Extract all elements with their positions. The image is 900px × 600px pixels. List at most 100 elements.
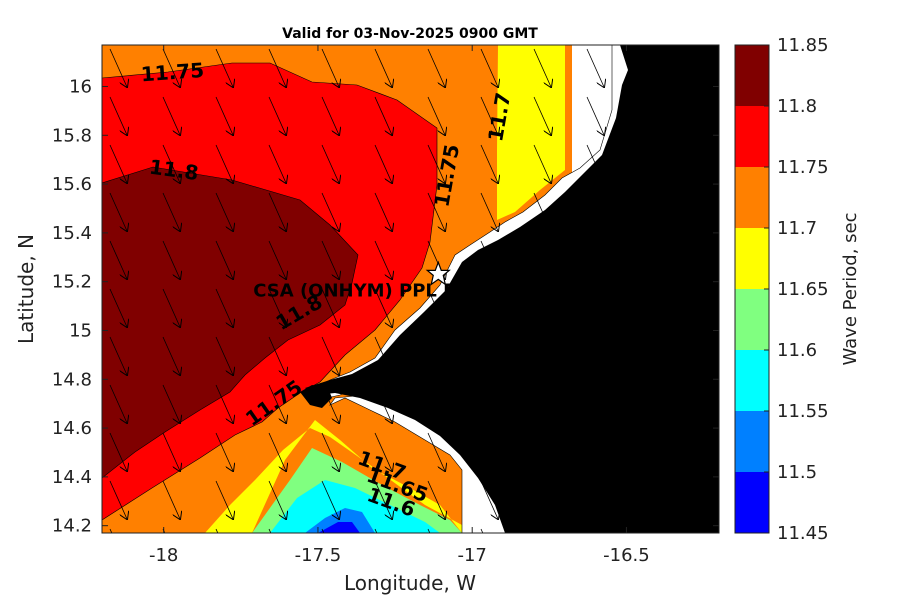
- direction-arrow: [374, 288, 392, 327]
- direction-arrow: [215, 480, 233, 519]
- direction-arrow: [321, 480, 339, 519]
- direction-arrow: [480, 480, 498, 519]
- direction-arrow: [586, 96, 604, 135]
- colorbar-segment: [735, 228, 769, 289]
- y-tick-label: 15.6: [52, 174, 92, 195]
- station-star-icon: [425, 260, 451, 286]
- direction-arrow: [268, 336, 286, 375]
- direction-arrow: [109, 288, 127, 327]
- direction-arrow: [268, 480, 286, 519]
- direction-arrow: [480, 240, 498, 279]
- y-tick-label: 14.6: [52, 418, 92, 439]
- colorbar-tick-label: 11.55: [777, 401, 829, 422]
- direction-arrow: [480, 144, 498, 183]
- direction-arrow: [321, 48, 339, 87]
- y-tick-label: 14.8: [52, 369, 92, 390]
- direction-arrow: [109, 144, 127, 183]
- x-tick-label: -18: [149, 545, 178, 566]
- direction-arrow: [109, 528, 113, 533]
- direction-arrow: [321, 192, 339, 231]
- region-11-65-11-70-south: [205, 420, 462, 533]
- direction-arrow: [586, 480, 604, 519]
- direction-arrow: [586, 192, 604, 231]
- direction-arrow: [374, 192, 392, 231]
- land-mass: [305, 45, 719, 533]
- direction-arrow: [533, 96, 551, 135]
- direction-arrow: [321, 384, 339, 423]
- direction-arrow: [215, 192, 233, 231]
- direction-arrow: [586, 336, 604, 375]
- direction-arrow: [427, 384, 445, 423]
- direction-arrow: [321, 288, 339, 327]
- direction-arrow: [162, 288, 180, 327]
- direction-arrow: [162, 384, 180, 423]
- direction-arrow: [109, 48, 127, 87]
- direction-arrow: [215, 384, 233, 423]
- direction-arrow: [427, 528, 431, 533]
- x-axis-label: Longitude, W: [344, 571, 476, 595]
- colorbar: 11.45 11.5 11.55 11.6 11.65 11.7 11.75 11.8 11.8…: [734, 35, 829, 544]
- direction-arrow: [586, 48, 604, 87]
- y-tick-label: 14.2: [52, 516, 92, 537]
- cap-vert-peninsula: [300, 385, 332, 408]
- colorbar-segment: [735, 289, 769, 350]
- direction-arrow: [374, 48, 392, 87]
- direction-arrow: [162, 432, 180, 471]
- direction-arrow: [533, 528, 537, 533]
- colorbar-tick-label: 11.6: [777, 340, 817, 361]
- y-tick-label: 14.4: [52, 467, 92, 488]
- direction-arrow: [586, 528, 590, 533]
- direction-arrow: [321, 432, 339, 471]
- colorbar-segment: [735, 350, 769, 411]
- direction-arrow: [162, 192, 180, 231]
- x-tick-label: -16.5: [603, 545, 650, 566]
- direction-arrow: [374, 144, 392, 183]
- region-11-45-11-50: [318, 522, 360, 533]
- direction-arrow: [215, 528, 219, 533]
- colorbar-segment: [735, 106, 769, 167]
- wave-direction-arrows: [109, 48, 604, 533]
- y-tick-label: 15.8: [52, 125, 92, 146]
- direction-arrow: [533, 480, 551, 519]
- x-tick-label: -17: [457, 545, 486, 566]
- direction-arrow: [109, 384, 127, 423]
- direction-arrow: [268, 240, 286, 279]
- colorbar-segment: [735, 411, 769, 472]
- y-tick-label: 15.4: [52, 223, 92, 244]
- direction-arrow: [268, 192, 286, 231]
- direction-arrow: [480, 432, 498, 471]
- direction-arrow: [480, 288, 498, 327]
- direction-arrow: [268, 288, 286, 327]
- direction-arrow: [586, 288, 604, 327]
- x-tick-label: -17.5: [295, 545, 342, 566]
- direction-arrow: [427, 336, 445, 375]
- y-tick-label: 15: [69, 320, 92, 341]
- direction-arrow: [480, 96, 498, 135]
- direction-arrow: [109, 96, 127, 135]
- direction-arrow: [109, 432, 127, 471]
- map-area: [102, 45, 719, 533]
- direction-arrow: [321, 144, 339, 183]
- direction-arrow: [321, 336, 339, 375]
- direction-arrow: [321, 240, 339, 279]
- direction-arrow: [586, 432, 604, 471]
- direction-arrow: [162, 48, 180, 87]
- direction-arrow: [427, 96, 445, 135]
- colorbar-tick-label: 11.45: [777, 523, 829, 544]
- direction-arrow: [321, 96, 339, 135]
- direction-arrow: [427, 48, 445, 87]
- direction-arrow: [480, 384, 498, 423]
- direction-arrow: [374, 240, 392, 279]
- direction-arrow: [109, 192, 127, 231]
- colorbar-segment: [735, 167, 769, 228]
- direction-arrow: [374, 432, 392, 471]
- direction-arrow: [109, 480, 127, 519]
- direction-arrow: [427, 288, 445, 327]
- direction-arrow: [268, 144, 286, 183]
- direction-arrow: [109, 240, 127, 279]
- direction-arrow: [480, 336, 498, 375]
- direction-arrow: [162, 240, 180, 279]
- colorbar-tick-label: 11.8: [777, 96, 817, 117]
- direction-arrow: [533, 240, 551, 279]
